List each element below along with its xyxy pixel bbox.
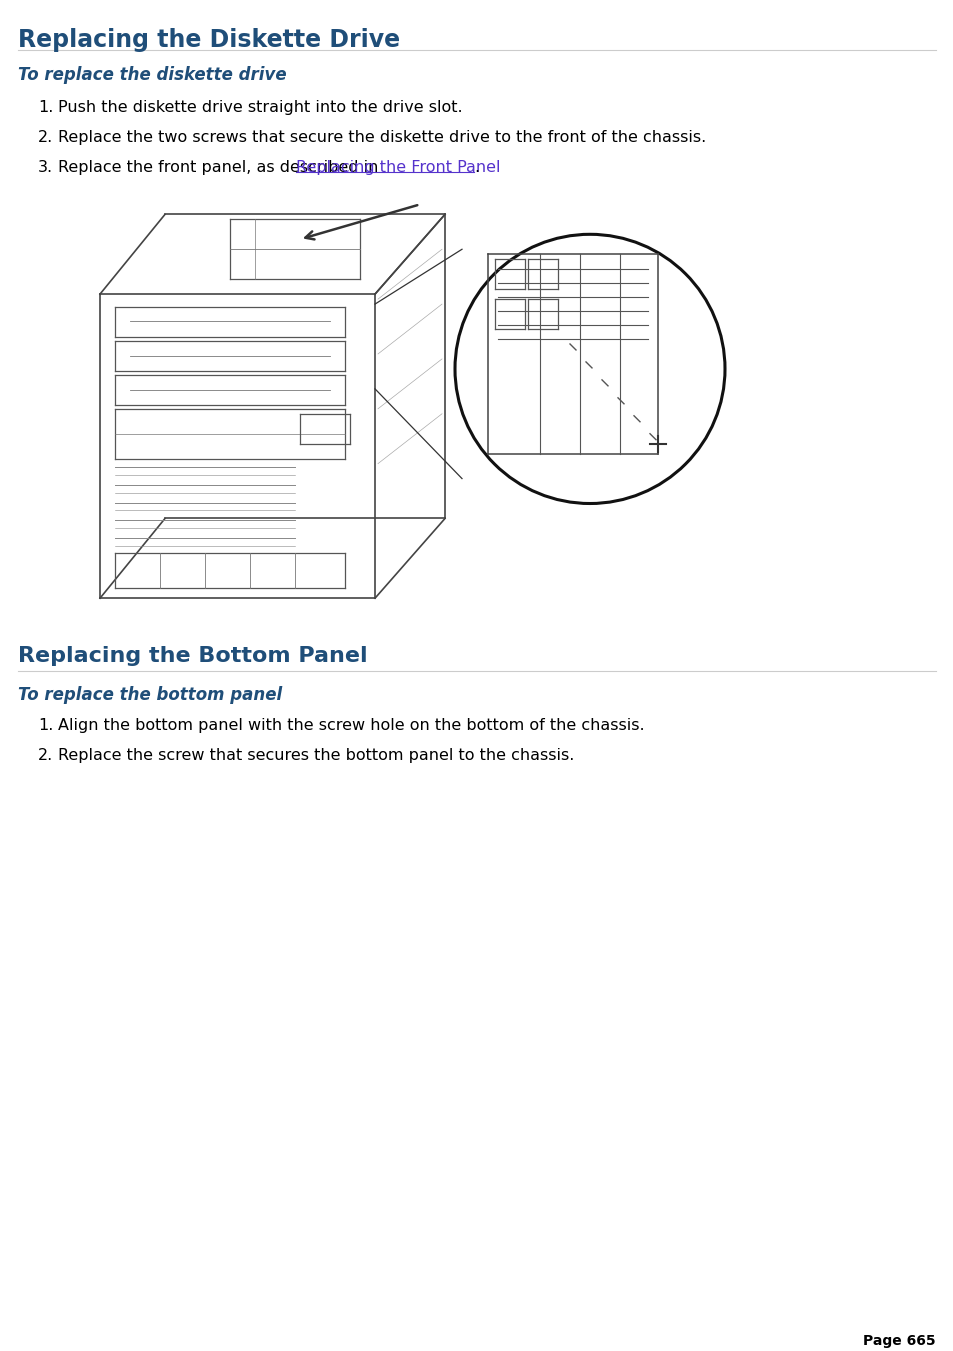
Text: 1.: 1.: [38, 717, 53, 732]
Text: Push the diskette drive straight into the drive slot.: Push the diskette drive straight into th…: [58, 100, 462, 115]
Text: 1.: 1.: [38, 100, 53, 115]
Text: Replace the two screws that secure the diskette drive to the front of the chassi: Replace the two screws that secure the d…: [58, 130, 705, 145]
Text: Replace the front panel, as described in: Replace the front panel, as described in: [58, 159, 383, 174]
Text: To replace the bottom panel: To replace the bottom panel: [18, 686, 282, 704]
Text: 3.: 3.: [38, 159, 53, 174]
Text: To replace the diskette drive: To replace the diskette drive: [18, 66, 286, 84]
Text: .: .: [474, 159, 478, 174]
Text: Replacing the Bottom Panel: Replacing the Bottom Panel: [18, 646, 367, 666]
Text: Replacing the Diskette Drive: Replacing the Diskette Drive: [18, 28, 399, 51]
Text: Replacing the Front Panel: Replacing the Front Panel: [295, 159, 500, 174]
Text: Align the bottom panel with the screw hole on the bottom of the chassis.: Align the bottom panel with the screw ho…: [58, 717, 644, 732]
Text: 2.: 2.: [38, 130, 53, 145]
Text: 2.: 2.: [38, 748, 53, 763]
Text: Replace the screw that secures the bottom panel to the chassis.: Replace the screw that secures the botto…: [58, 748, 574, 763]
Text: Page 665: Page 665: [862, 1333, 935, 1348]
